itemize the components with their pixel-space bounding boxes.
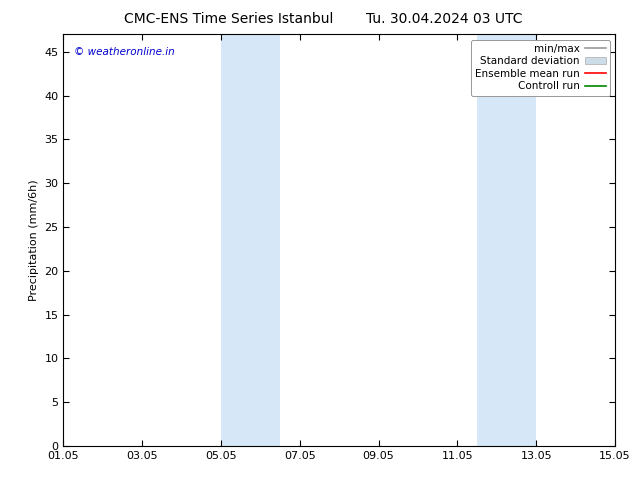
Bar [477,34,536,446]
Y-axis label: Precipitation (mm/6h): Precipitation (mm/6h) [29,179,39,301]
Legend: min/max, Standard deviation, Ensemble mean run, Controll run: min/max, Standard deviation, Ensemble me… [470,40,610,96]
Text: Tu. 30.04.2024 03 UTC: Tu. 30.04.2024 03 UTC [366,12,522,26]
Text: CMC-ENS Time Series Istanbul: CMC-ENS Time Series Istanbul [124,12,333,26]
Text: © weatheronline.in: © weatheronline.in [74,47,175,57]
Bar [221,34,280,446]
